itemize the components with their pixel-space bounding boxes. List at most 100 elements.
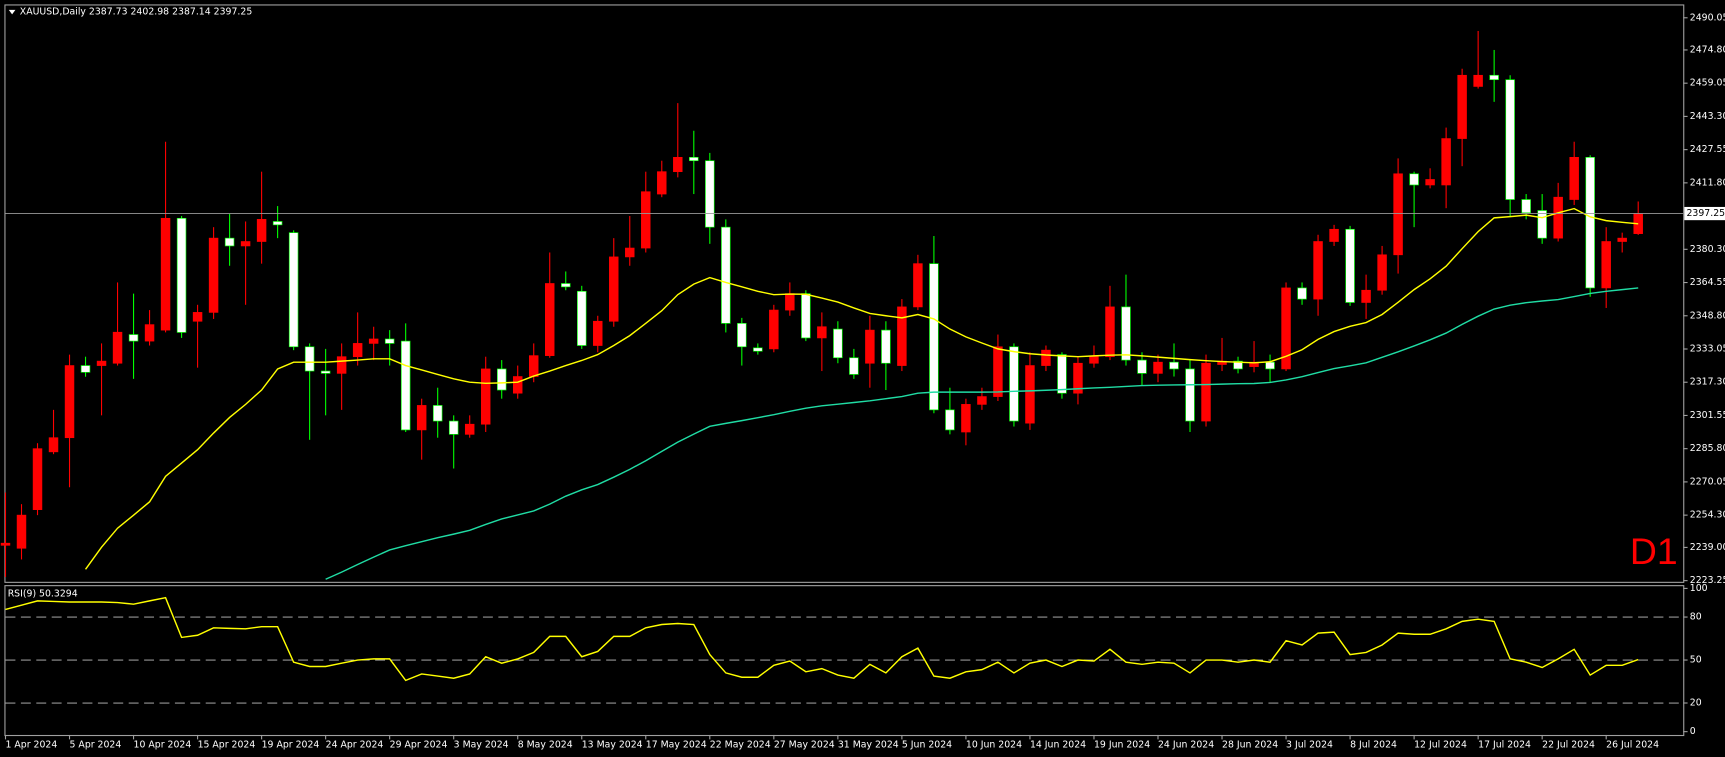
candle-body xyxy=(1425,179,1435,186)
candle-body xyxy=(464,423,475,435)
x-tick-label: 14 Jun 2024 xyxy=(1030,739,1086,750)
candle-body xyxy=(352,343,363,358)
candle-body xyxy=(561,283,571,288)
candle-body xyxy=(128,334,139,342)
candle-body xyxy=(1377,254,1387,291)
y-tick-label: 0 xyxy=(1690,726,1696,737)
candle-body xyxy=(1169,361,1179,370)
candle-body xyxy=(304,346,315,372)
candle-body xyxy=(1521,199,1531,214)
candle-body xyxy=(1313,241,1323,300)
current-price-box xyxy=(1684,206,1725,221)
y-tick-label: 20 xyxy=(1690,698,1702,709)
candle-body xyxy=(1105,306,1115,358)
y-tick-label: 2317.30 xyxy=(1690,377,1725,388)
x-tick-label: 22 May 2024 xyxy=(710,739,771,750)
candle-body xyxy=(1505,79,1515,200)
main-panel-frame xyxy=(4,4,1685,583)
candle-body xyxy=(1473,74,1483,87)
x-tick-label: 3 May 2024 xyxy=(454,739,509,750)
y-tick-label: 2285.80 xyxy=(1690,443,1725,454)
candle-body xyxy=(625,247,635,258)
x-tick-label: 1 Apr 2024 xyxy=(6,739,58,750)
y-tick-label: 2459.05 xyxy=(1690,78,1725,89)
candle-body xyxy=(272,221,283,226)
candle-body xyxy=(1489,74,1499,81)
candle-body xyxy=(977,396,987,405)
candle-body xyxy=(1153,361,1163,374)
candle-body xyxy=(833,328,843,359)
candle-body xyxy=(545,283,555,356)
candle-body xyxy=(785,293,795,311)
y-tick-label: 2380.30 xyxy=(1690,244,1725,255)
current-price-label: 2397.25 xyxy=(1686,208,1725,219)
candle-body xyxy=(160,217,171,331)
candle-body xyxy=(593,320,603,346)
candle-body xyxy=(1297,287,1307,300)
candle-body xyxy=(480,368,491,425)
x-tick-label: 17 May 2024 xyxy=(646,739,707,750)
candle-body xyxy=(1601,241,1611,289)
candle-body xyxy=(769,309,779,350)
candle-body xyxy=(1137,359,1147,374)
candle-body xyxy=(689,157,699,162)
x-tick-label: 19 Jun 2024 xyxy=(1094,739,1150,750)
x-tick-label: 8 May 2024 xyxy=(518,739,573,750)
candle-body xyxy=(673,157,683,173)
candle-body xyxy=(1457,74,1467,139)
candle-body xyxy=(897,306,907,366)
y-tick-label: 2427.55 xyxy=(1690,144,1725,155)
chart-title: XAUUSD,Daily 2387.73 2402.98 2387.14 239… xyxy=(20,7,253,18)
candle-body xyxy=(1233,360,1243,370)
y-tick-label: 2348.80 xyxy=(1690,310,1725,321)
candle-body xyxy=(961,404,971,433)
y-tick-label: 2270.05 xyxy=(1690,476,1725,487)
y-tick-label: 2301.55 xyxy=(1690,410,1725,421)
candle-body xyxy=(144,324,155,342)
candle-body xyxy=(1441,138,1451,186)
candle-body xyxy=(1057,354,1067,394)
candle-body xyxy=(496,368,507,391)
candle-body xyxy=(512,376,523,394)
x-tick-label: 10 Jun 2024 xyxy=(966,739,1022,750)
candle-body xyxy=(1329,228,1339,242)
candle-body xyxy=(817,326,827,339)
x-tick-label: 31 May 2024 xyxy=(838,739,899,750)
candle-body xyxy=(1009,346,1019,422)
timeframe-watermark: D1 xyxy=(1630,530,1678,572)
candle-body xyxy=(753,347,763,352)
moving-average-line xyxy=(84,207,1639,570)
candle-body xyxy=(1025,365,1035,424)
moving-average-line xyxy=(325,287,1639,580)
candle-body xyxy=(1617,237,1627,242)
candle-body xyxy=(368,338,379,344)
candle-body xyxy=(1409,173,1419,186)
candle-body xyxy=(416,405,427,431)
candle-body xyxy=(320,370,331,374)
x-tick-label: 24 Jun 2024 xyxy=(1158,739,1214,750)
candle-body xyxy=(256,219,267,242)
y-tick-label: 2364.55 xyxy=(1690,277,1725,288)
candle-body xyxy=(801,293,811,339)
title-marker xyxy=(8,9,16,15)
candle-body xyxy=(224,237,235,247)
x-tick-label: 10 Apr 2024 xyxy=(134,739,192,750)
x-tick-label: 17 Jul 2024 xyxy=(1478,739,1531,750)
candle-body xyxy=(865,329,875,364)
candle-body xyxy=(1121,306,1131,361)
candle-body xyxy=(929,263,939,411)
rsi-line xyxy=(5,596,1639,682)
candle-body xyxy=(641,191,651,249)
candle-body xyxy=(1393,173,1403,256)
y-tick-label: 100 xyxy=(1690,583,1708,594)
candle-body xyxy=(384,338,395,344)
candle-body xyxy=(1281,287,1291,370)
y-tick-label: 80 xyxy=(1690,612,1702,623)
candle-body xyxy=(577,290,587,346)
candle-body xyxy=(80,365,91,373)
candle-body xyxy=(208,237,219,313)
x-tick-label: 5 Jun 2024 xyxy=(902,739,952,750)
candle-body xyxy=(721,226,731,324)
candle-body xyxy=(32,448,43,510)
